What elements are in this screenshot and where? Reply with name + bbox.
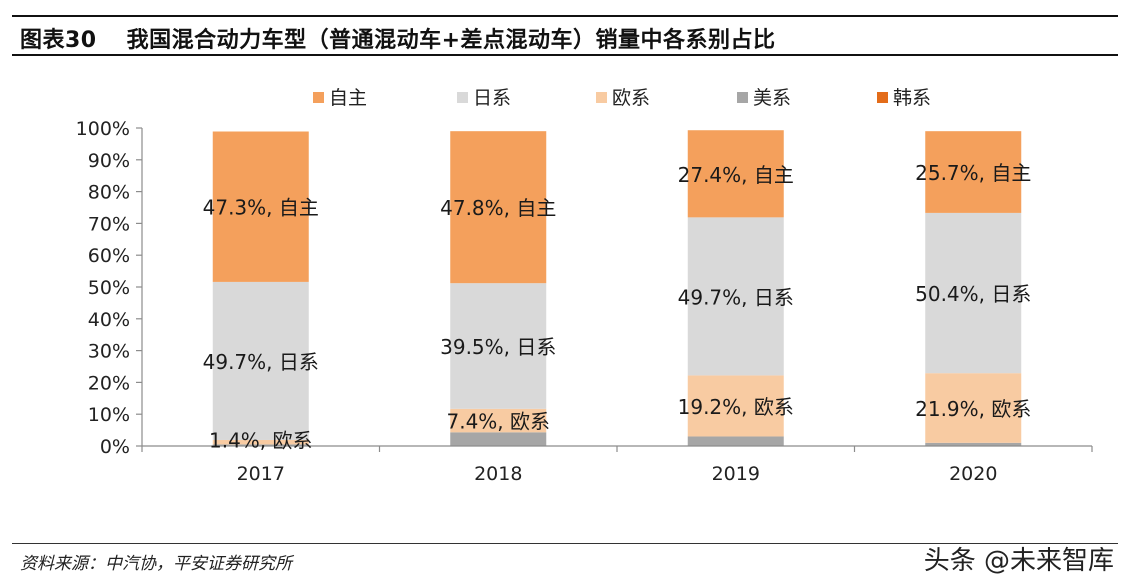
x-tick-label: 2018	[474, 463, 522, 485]
bar-segment	[925, 212, 1022, 374]
bar-segment	[212, 439, 309, 445]
data-label: 47.3%, 自主	[203, 196, 319, 220]
bar-segment	[925, 131, 1022, 213]
legend-item: 美系	[737, 87, 791, 109]
legend-label: 欧系	[612, 87, 650, 109]
y-tick-label: 40%	[88, 309, 130, 331]
figure-number: 图表30	[20, 28, 97, 53]
x-axis: 2017 2018 2019 2020	[141, 445, 1093, 485]
legend-item: 日系	[457, 87, 511, 109]
y-axis: 0% 10% 20% 30% 40% 50% 60% 70% 80% 90% 100%	[76, 118, 143, 458]
header-bottom-rule	[12, 54, 1118, 56]
legend-item: 自主	[313, 87, 367, 109]
header-top-rule	[12, 15, 1118, 17]
legend-swatch	[737, 92, 748, 103]
y-tick-label: 0%	[100, 436, 130, 458]
bar-segment	[212, 444, 309, 446]
figure-title-text: 我国混合动力车型（普通混动车+差点混动车）销量中各系别占比	[126, 28, 776, 53]
bar-segment	[687, 375, 784, 437]
bar-segment	[925, 442, 1022, 446]
x-tick-label: 2017	[237, 463, 285, 485]
bar-segment	[925, 373, 1022, 443]
figure-title: 图表30 我国混合动力车型（普通混动车+差点混动车）销量中各系别占比	[20, 22, 776, 54]
bar-segment	[212, 281, 309, 440]
legend-swatch	[596, 92, 607, 103]
data-label: 1.4%, 欧系	[209, 429, 313, 453]
x-tick-label: 2019	[712, 463, 760, 485]
bar-segment	[450, 283, 547, 409]
bar-stack-2020	[925, 131, 1022, 446]
data-label: 49.7%, 日系	[203, 350, 319, 374]
bar-stack-2018	[450, 131, 547, 446]
legend-label: 自主	[329, 87, 367, 109]
chart-legend: 自主 日系 欧系 美系 韩系	[313, 87, 931, 109]
y-tick-label: 70%	[88, 213, 130, 235]
bar-segment	[687, 217, 784, 376]
data-label: 21.9%, 欧系	[915, 397, 1031, 421]
data-label: 7.4%, 欧系	[446, 410, 550, 434]
data-label: 19.2%, 欧系	[678, 395, 794, 419]
y-tick-label: 50%	[88, 277, 130, 299]
source-divider	[12, 543, 1118, 544]
data-label: 47.8%, 自主	[440, 196, 556, 220]
figure-header: 图表30 我国混合动力车型（普通混动车+差点混动车）销量中各系别占比	[0, 0, 1130, 56]
bar-stack-2017	[212, 131, 309, 446]
bar-segment	[687, 436, 784, 446]
y-tick-label: 80%	[88, 182, 130, 204]
source-note: 资料来源：中汽协，平安证券研究所	[20, 554, 292, 574]
y-tick-label: 90%	[88, 150, 130, 172]
watermark: 头条 @未来智库	[923, 546, 1114, 576]
data-label: 39.5%, 日系	[440, 335, 556, 359]
bar-segment	[212, 131, 309, 282]
y-tick-label: 60%	[88, 245, 130, 267]
legend-swatch	[457, 92, 468, 103]
data-label: 25.7%, 自主	[915, 161, 1031, 185]
stacked-bar-chart: 自主 日系 欧系 美系 韩系 0% 10% 20% 30% 40% 50% 60% 70% 80% 90%…	[76, 87, 1093, 485]
legend-swatch	[313, 92, 324, 103]
bar-segment	[450, 432, 547, 446]
y-tick-label: 100%	[76, 118, 130, 140]
y-tick-label: 30%	[88, 341, 130, 363]
data-label: 27.4%, 自主	[678, 163, 794, 187]
bar-segment	[687, 130, 784, 218]
legend-label: 美系	[753, 87, 791, 109]
bar-segment	[450, 131, 547, 284]
legend-item: 欧系	[596, 87, 650, 109]
legend-label: 韩系	[893, 87, 931, 109]
legend-label: 日系	[473, 87, 511, 109]
bar-segment	[450, 408, 547, 433]
legend-item: 韩系	[877, 87, 931, 109]
data-label: 49.7%, 日系	[678, 285, 794, 309]
data-labels: 47.3%, 自主 49.7%, 日系 1.4%, 欧系 47.8%, 自主 39.5%…	[203, 161, 1032, 453]
legend-swatch	[877, 92, 888, 103]
y-tick-label: 10%	[88, 404, 130, 426]
bar-stacks	[212, 130, 1022, 446]
y-tick-label: 20%	[88, 372, 130, 394]
data-label: 50.4%, 日系	[915, 282, 1031, 306]
x-tick-label: 2020	[949, 463, 997, 485]
bar-stack-2019	[687, 130, 784, 446]
